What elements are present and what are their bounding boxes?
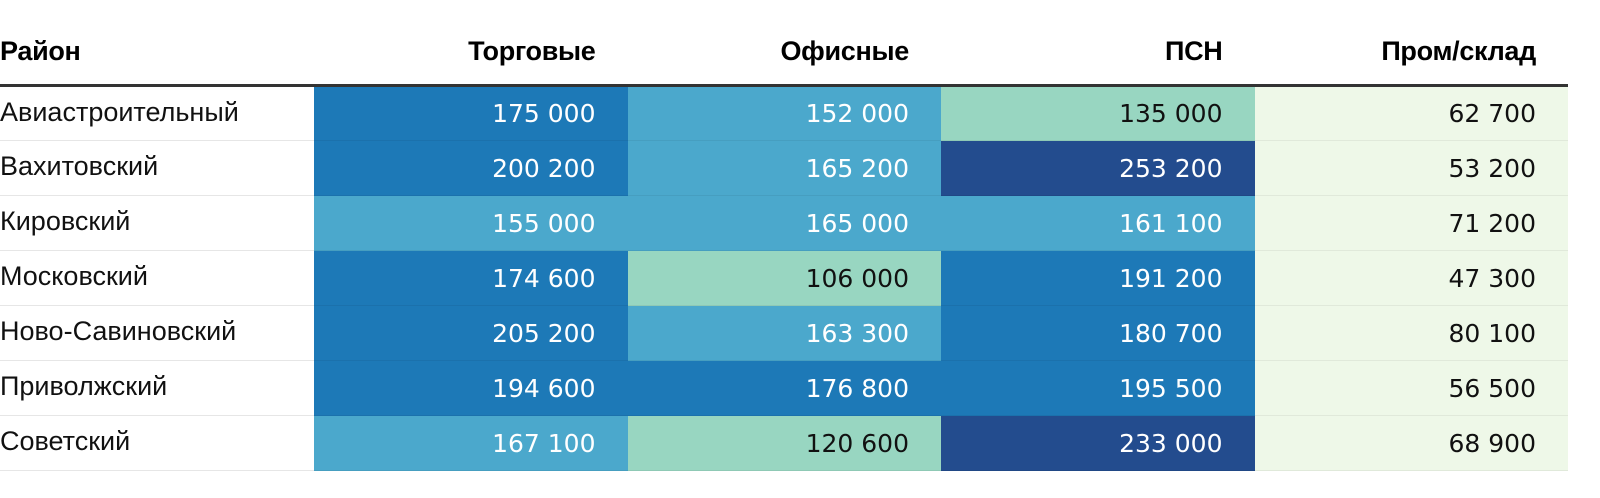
district-label: Вахитовский [0, 140, 314, 196]
column-header-district: Район [0, 18, 314, 87]
district-label: Советский [0, 415, 314, 471]
heat-cell: 62 700 [1254, 85, 1568, 141]
heat-cell: 163 300 [627, 305, 941, 361]
heat-cell: 53 200 [1254, 140, 1568, 196]
heat-cell: 205 200 [314, 305, 628, 361]
heat-cell: 194 600 [314, 360, 628, 416]
table-row: Кировский 155 000 165 000 161 100 71 200 [0, 195, 1568, 251]
table-row: Московский 174 600 106 000 191 200 47 30… [0, 250, 1568, 306]
heat-cell: 120 600 [627, 415, 941, 471]
column-header-retail: Торговые [314, 18, 628, 87]
heat-cell: 71 200 [1254, 195, 1568, 251]
heat-cell: 165 200 [627, 140, 941, 196]
heat-cell: 180 700 [941, 305, 1255, 361]
heat-cell: 174 600 [314, 250, 628, 306]
district-label: Авиастроительный [0, 85, 314, 141]
heat-cell: 47 300 [1254, 250, 1568, 306]
heat-cell: 253 200 [941, 140, 1255, 196]
heat-cell: 135 000 [941, 85, 1255, 141]
column-header-industrial: Пром/склад [1254, 18, 1568, 87]
table-row: Вахитовский 200 200 165 200 253 200 53 2… [0, 140, 1568, 196]
heat-cell: 80 100 [1254, 305, 1568, 361]
district-label: Приволжский [0, 360, 314, 416]
heat-cell: 56 500 [1254, 360, 1568, 416]
table-row: Советский 167 100 120 600 233 000 68 900 [0, 415, 1568, 471]
heat-cell: 106 000 [627, 250, 941, 306]
heat-cell: 161 100 [941, 195, 1255, 251]
column-header-psn: ПСН [941, 18, 1255, 87]
heat-cell: 176 800 [627, 360, 941, 416]
heat-cell: 152 000 [627, 85, 941, 141]
table-row: Авиастроительный 175 000 152 000 135 000… [0, 85, 1568, 141]
district-label: Ново-Савиновский [0, 305, 314, 361]
heat-cell: 200 200 [314, 140, 628, 196]
heat-cell: 175 000 [314, 85, 628, 141]
header-row: Район Торговые Офисные ПСН Пром/склад [0, 18, 1568, 87]
district-label: Кировский [0, 195, 314, 251]
heat-cell: 195 500 [941, 360, 1255, 416]
table-row: Ново-Савиновский 205 200 163 300 180 700… [0, 305, 1568, 361]
heat-cell: 165 000 [627, 195, 941, 251]
table-row: Приволжский 194 600 176 800 195 500 56 5… [0, 360, 1568, 416]
heat-cell: 167 100 [314, 415, 628, 471]
district-label: Московский [0, 250, 314, 306]
table-body: Авиастроительный 175 000 152 000 135 000… [0, 85, 1568, 471]
heatmap-table: Район Торговые Офисные ПСН Пром/склад Ав… [0, 18, 1568, 471]
column-header-office: Офисные [627, 18, 941, 87]
heat-cell: 191 200 [941, 250, 1255, 306]
heat-cell: 233 000 [941, 415, 1255, 471]
heat-cell: 68 900 [1254, 415, 1568, 471]
heat-cell: 155 000 [314, 195, 628, 251]
